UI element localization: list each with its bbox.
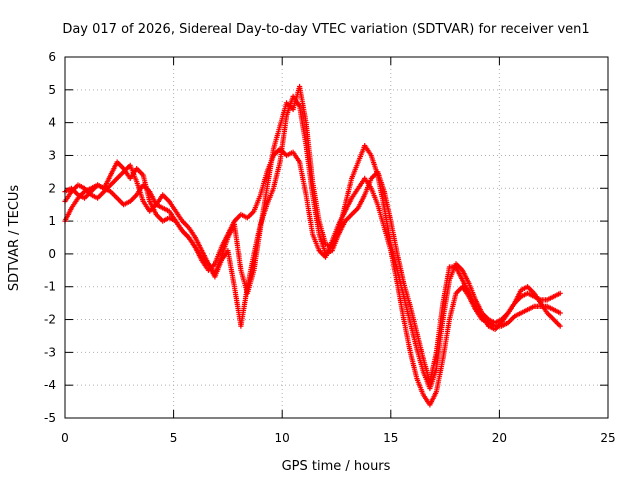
x-tick-label: 25 (600, 431, 615, 445)
y-tick-label: -2 (44, 313, 56, 327)
axis-ticks: 0 5 10 15 20 25 -5 -4 -3 -2 -1 0 1 2 3 4 5 6 (44, 50, 616, 445)
y-tick-label: 5 (48, 83, 56, 97)
y-tick-label: -4 (44, 378, 56, 392)
grid (65, 57, 608, 418)
y-axis-title: SDTVAR / TECUs (7, 185, 22, 292)
x-tick-label: 0 (61, 431, 69, 445)
y-tick-label: 4 (48, 116, 56, 130)
y-tick-label: -1 (44, 280, 56, 294)
y-tick-label: -5 (44, 411, 56, 425)
y-tick-label: 6 (48, 50, 56, 64)
y-tick-label: -3 (44, 345, 56, 359)
data-point (557, 310, 563, 316)
x-tick-label: 20 (492, 431, 507, 445)
data-point (557, 323, 563, 329)
data-points (62, 83, 563, 408)
data-point (557, 290, 563, 296)
y-tick-label: 1 (48, 214, 56, 228)
x-tick-label: 15 (383, 431, 398, 445)
chart-title: Day 017 of 2026, Sidereal Day-to-day VTE… (62, 22, 589, 37)
x-tick-label: 10 (275, 431, 290, 445)
x-axis-title: GPS time / hours (282, 459, 391, 474)
y-tick-label: 0 (48, 247, 56, 261)
x-tick-label: 5 (170, 431, 178, 445)
y-tick-label: 3 (48, 148, 56, 162)
plot-frame (64, 56, 609, 419)
data-series (62, 93, 563, 385)
y-tick-label: 2 (48, 181, 56, 195)
